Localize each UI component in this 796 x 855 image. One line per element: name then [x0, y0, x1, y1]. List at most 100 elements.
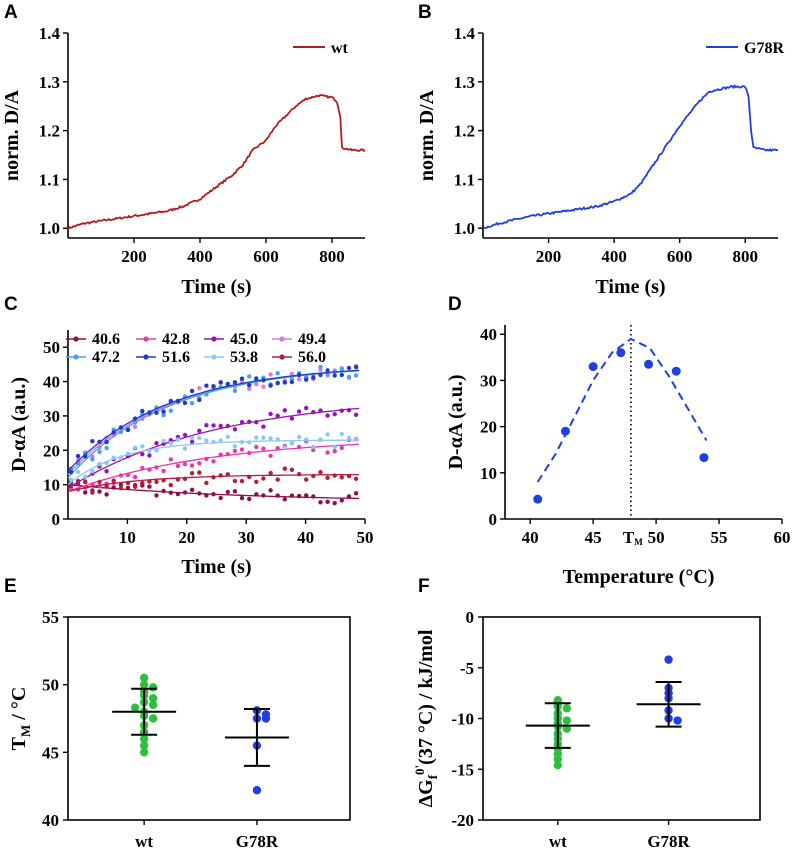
data-point: [118, 486, 124, 491]
x-tick-label: G78R: [647, 832, 690, 851]
data-point: [225, 434, 230, 439]
data-point: [104, 445, 109, 451]
x-tick-label: 600: [253, 247, 279, 266]
data-point: [68, 466, 74, 471]
data-point: [332, 444, 337, 450]
data-point: [339, 408, 344, 413]
data-point: [353, 437, 359, 442]
data-point: [125, 451, 131, 456]
legend-label: 45.0: [230, 331, 258, 348]
y-tick-label: 1.4: [39, 24, 61, 43]
data-point: [275, 437, 280, 442]
panel-b: B 1.0 1.1 1.2 1.3 1.4 200 400 600 800 Time (s) nor…: [416, 2, 784, 298]
y-tick-label: 1.0: [39, 219, 60, 238]
data-point: [252, 786, 262, 795]
data-point: [346, 435, 352, 441]
data-point: [161, 478, 166, 483]
data-point: [339, 431, 344, 437]
data-point: [239, 478, 245, 484]
data-point: [562, 704, 571, 713]
data-point: [204, 383, 209, 388]
data-point: [232, 380, 238, 385]
y-axis-label: norm. D/A: [1, 89, 23, 181]
data-point: [197, 386, 202, 391]
data-point: [232, 444, 238, 449]
data-point: [125, 480, 131, 486]
data-point: [311, 447, 316, 453]
data-point: [254, 420, 259, 425]
data-point: [268, 372, 273, 377]
data-point: [218, 495, 223, 501]
y-axis-label: D-αA (a.u.): [8, 377, 30, 472]
x-axis-label: Time (s): [595, 276, 665, 298]
plot-frame: [482, 616, 761, 821]
data-point: [325, 475, 330, 480]
data-point: [68, 477, 74, 482]
data-point: [154, 465, 159, 470]
x-tick-label: G78R: [236, 832, 279, 851]
data-point: [175, 491, 181, 497]
data-point: [346, 474, 352, 479]
data-point: [671, 366, 681, 376]
data-point: [97, 489, 102, 494]
data-point: [211, 423, 216, 428]
data-point: [189, 471, 195, 476]
panel-label-d: D: [448, 294, 462, 315]
data-point: [254, 479, 259, 484]
data-point: [90, 439, 95, 444]
panel-e: E 40 45 50 55 wt G78R TM / °C: [4, 576, 351, 851]
data-point: [182, 476, 188, 481]
data-point: [147, 479, 152, 484]
data-point: [204, 480, 209, 486]
data-point: [261, 378, 266, 383]
data-point: [111, 430, 116, 435]
data-point: [90, 469, 95, 474]
data-point: [332, 373, 337, 378]
y-tick-label: 0: [489, 510, 498, 529]
data-point: [346, 374, 352, 380]
x-tick-label: 45: [585, 528, 602, 547]
fit-line: [536, 337, 708, 483]
data-point: [211, 475, 216, 480]
chart-f: -20 -15 -10 -5 0 wt G78R ΔGf0'(37 °C) / kJ/mol: [412, 608, 761, 851]
data-point: [673, 716, 682, 725]
data-point: [616, 348, 626, 358]
data-point: [148, 700, 158, 710]
y-tick-label: 45: [42, 743, 59, 762]
y-tick-label: 10: [43, 476, 60, 495]
data-point: [161, 438, 166, 444]
data-point: [197, 435, 202, 441]
data-point: [189, 388, 195, 394]
data-point: [247, 383, 252, 388]
x-tick-label: 200: [536, 247, 562, 266]
y-tick-label: 20: [480, 418, 497, 437]
data-point: [268, 453, 273, 458]
data-point: [197, 397, 202, 403]
data-point: [261, 384, 266, 389]
data-point: [239, 420, 245, 425]
data-point: [268, 383, 273, 388]
data-point: [304, 377, 309, 382]
chart-b: 1.0 1.1 1.2 1.3 1.4 200 400 600 800 Time (s) norm.…: [416, 24, 784, 298]
data-point: [197, 470, 202, 475]
data-point: [346, 365, 352, 371]
y-tick-label: 30: [43, 407, 60, 426]
data-point: [189, 487, 195, 492]
legend-marker: [211, 354, 217, 360]
data-point: [204, 456, 209, 462]
y-tick-label: 20: [43, 441, 60, 460]
data-point: [111, 455, 116, 460]
data-point: [75, 469, 81, 475]
data-point: [332, 473, 337, 478]
data-point: [104, 484, 109, 489]
data-point: [275, 371, 280, 376]
data-point: [304, 405, 309, 411]
data-point: [132, 420, 138, 425]
data-point: [211, 459, 216, 464]
panel-f: F -20 -15 -10 -5 0 wt G78R ΔGf0'(37 °C) / kJ/mo…: [412, 576, 761, 851]
data-point: [318, 469, 323, 475]
data-point: [211, 384, 216, 389]
y-tick-label: 30: [480, 371, 497, 390]
data-point: [218, 473, 223, 478]
